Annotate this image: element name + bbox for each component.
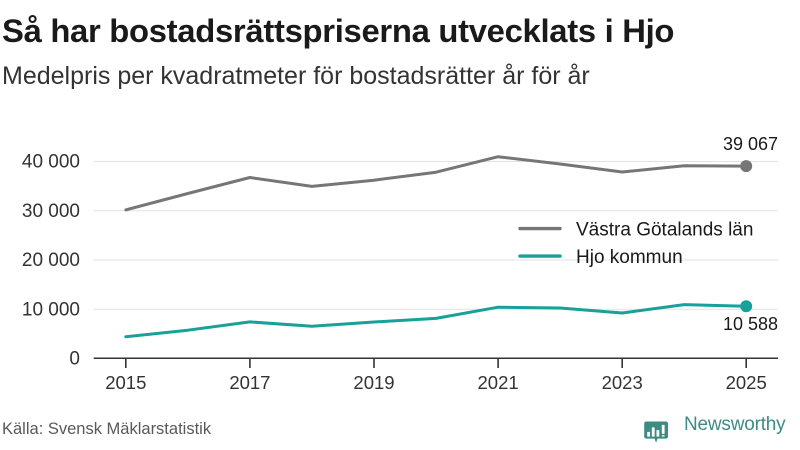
svg-text:Västra Götalands län: Västra Götalands län — [576, 220, 753, 241]
svg-text:10 000: 10 000 — [22, 299, 80, 320]
svg-text:40 000: 40 000 — [22, 152, 80, 173]
svg-text:2017: 2017 — [229, 372, 270, 393]
svg-text:0: 0 — [69, 349, 80, 370]
svg-text:39 067: 39 067 — [723, 134, 778, 154]
svg-text:Hjo kommun: Hjo kommun — [576, 247, 683, 268]
svg-text:20 000: 20 000 — [22, 250, 80, 271]
svg-text:2021: 2021 — [478, 372, 519, 393]
svg-text:2019: 2019 — [353, 372, 394, 393]
svg-text:30 000: 30 000 — [22, 201, 80, 222]
svg-text:10 588: 10 588 — [723, 314, 778, 334]
svg-text:2015: 2015 — [105, 372, 146, 393]
svg-text:2025: 2025 — [726, 372, 767, 393]
svg-text:2023: 2023 — [602, 372, 643, 393]
